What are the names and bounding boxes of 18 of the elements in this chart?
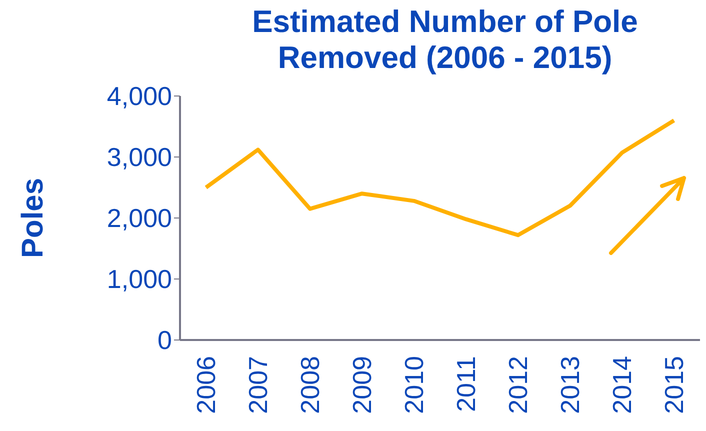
x-tick-label: 2011 — [451, 356, 481, 412]
y-tick-label: 4,000 — [106, 81, 172, 112]
y-tick-label: 0 — [158, 325, 172, 356]
line-series — [204, 118, 676, 238]
x-tick-label: 2012 — [503, 356, 533, 414]
x-tick-label: 2015 — [659, 356, 689, 414]
x-tick-label: 2007 — [243, 356, 273, 414]
x-tick-label: 2010 — [399, 356, 429, 414]
y-tick-label: 1,000 — [106, 264, 172, 294]
y-axis-title: Poles — [16, 178, 50, 258]
x-tick-label: 2013 — [555, 356, 585, 414]
y-tick-label: 3,000 — [106, 142, 172, 172]
x-tick-label: 2014 — [607, 356, 637, 414]
x-tick-label: 2006 — [191, 356, 221, 414]
y-tick-label: 2,000 — [106, 203, 172, 234]
x-tick-label: 2008 — [295, 356, 325, 414]
chart-title: Estimated Number of Pole Removed (2006 - 2015) — [251, 4, 639, 76]
x-tick-label: 2009 — [347, 356, 377, 414]
